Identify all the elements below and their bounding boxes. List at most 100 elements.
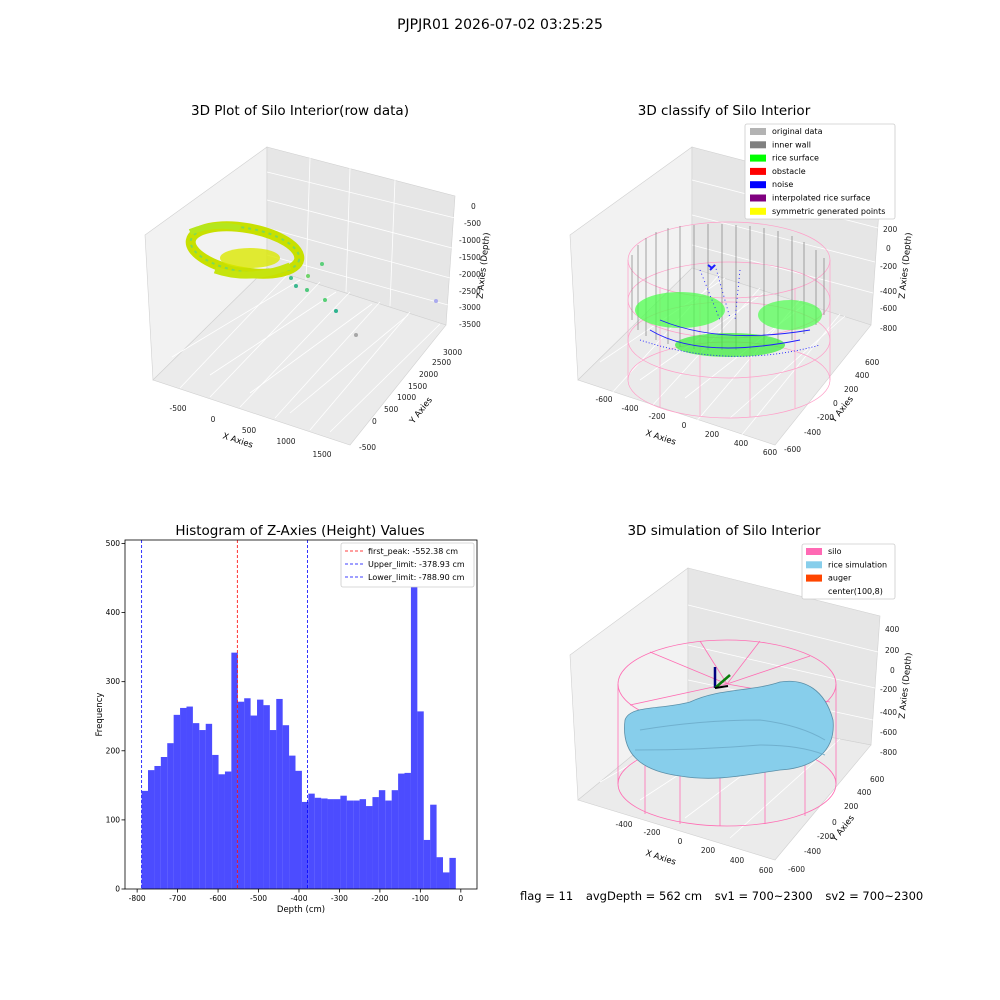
classify-legend-swatch [750,207,766,215]
raw-ytick: 500 [384,405,399,414]
histogram-bar [231,652,238,889]
histogram-bar [263,705,270,889]
histogram-bar [321,798,328,889]
histogram-bar [148,770,155,889]
histogram-bar [378,790,386,889]
histogram-xlabel: Depth (cm) [277,905,325,915]
simulation-zlabel: Z Axies (Depth) [898,652,915,719]
simulation-legend-label: auger [828,574,852,583]
histogram-bar [366,806,373,889]
histogram-legend-label: first_peak: -552.38 cm [368,547,458,556]
histogram-legend-label: Lower_limit: -788.90 cm [368,573,465,582]
histogram-bar [353,800,360,889]
histogram-ytick-label: 400 [106,608,121,617]
raw-xtick: -500 [169,404,186,413]
simulation-ytick: -600 [788,865,805,874]
histogram-bar [442,872,450,889]
histogram-bar [186,706,193,889]
raw-xtick: 1500 [312,450,331,459]
histogram-ylabel: Frequency [95,693,105,737]
raw-point-cloud [185,221,305,279]
classify-xtick: 0 [682,421,687,430]
classify-xtick: -200 [648,412,665,421]
simulation-auger-marker [713,667,731,689]
raw-xtick: 0 [211,415,216,424]
classify-legend-swatch [750,167,766,175]
raw-ztick: -2000 [459,270,481,279]
histogram-bar [141,790,149,889]
classify-legend-label: noise [772,180,793,189]
simulation-ytick: 0 [832,818,837,827]
simulation-ztick: -600 [880,728,897,737]
classify-xtick: -400 [621,404,638,413]
histogram-bar [289,755,296,889]
raw-ytick: 2000 [419,370,438,379]
histogram-legend: first_peak: -552.38 cm Upper_limit: -378.… [340,542,475,588]
histogram-xtick-label: 0 [458,894,463,903]
raw-ytick: 1000 [397,393,416,402]
simulation-panel-title: 3D simulation of Silo Interior [627,523,821,539]
raw-3d-plot: -500 0 500 1000 1500 -500 0 500 1000 150… [144,146,492,459]
raw-outlier-points [289,262,438,337]
histogram-bar [423,839,431,889]
histogram-bar [404,772,411,889]
classify-legend-label: interpolated rice surface [772,194,870,203]
histogram-ytick-label: 200 [106,746,121,755]
simulation-legend-swatch [806,561,822,569]
simulation-legend: silo rice simulation auger center(100,8) [801,543,896,600]
classify-ztick: 200 [883,225,898,234]
raw-ztick: -2500 [459,287,481,296]
classify-ytick: 400 [855,371,870,380]
histogram-bar [430,804,437,889]
raw-ytick: 1500 [408,382,427,391]
histogram-bar [333,799,341,889]
classify-legend-label: inner wall [772,140,811,149]
classify-xtick: 200 [705,430,720,439]
classify-ytick: -400 [804,428,821,437]
histogram-title: Histogram of Z-Axies (Height) Values [175,523,425,539]
histogram-bar [173,714,181,889]
histogram-bar [295,770,302,889]
simulation-legend-swatch [806,548,822,555]
classify-ytick: -200 [817,413,834,422]
classify-ztick: -200 [880,262,897,271]
raw-xtick: 1000 [276,437,295,446]
histogram-ytick-label: 0 [115,885,120,894]
histogram-xtick-label: -400 [290,894,307,903]
histogram-bar [372,797,379,889]
flag-value: flag = 11 [520,889,574,903]
histogram-bar [327,799,334,889]
figure-title: PJPJR01 2026-07-02 03:25:25 [397,17,603,33]
classify-noise-points [639,264,821,357]
simulation-ytick: 200 [844,802,859,811]
classify-xtick: -600 [595,395,612,404]
simulation-ztick: 400 [885,625,900,634]
histogram-xtick-label: -700 [169,894,186,903]
histogram-bar [359,799,367,889]
simulation-ztick: -800 [880,748,897,757]
histogram-bar [154,765,161,889]
histogram-bar [160,757,168,889]
sv1-value: sv1 = 700~2300 [714,889,813,903]
raw-ytick: 2500 [432,358,451,367]
histogram-bar [199,730,206,889]
histogram-bar [346,800,354,889]
histogram-bar [167,743,174,889]
histogram-bar [282,725,290,889]
classify-inner-wall-points [631,224,825,350]
classify-xtick: 400 [734,439,749,448]
histogram-bar [212,754,219,889]
simulation-xtick: 200 [701,846,716,855]
simulation-xtick: -400 [615,820,632,829]
histogram-bar [308,793,315,889]
histogram-bar [449,857,456,889]
histogram-bar [385,800,392,889]
classify-xtick: 600 [763,448,778,457]
histogram-bar [417,711,424,889]
raw-ztick: -3000 [459,303,481,312]
simulation-ytick: -200 [817,832,834,841]
raw-ytick: -500 [359,443,376,452]
simulation-ytick: -400 [804,847,821,856]
simulation-legend-label: center(100,8) [828,587,883,596]
histogram-bar [301,801,309,889]
